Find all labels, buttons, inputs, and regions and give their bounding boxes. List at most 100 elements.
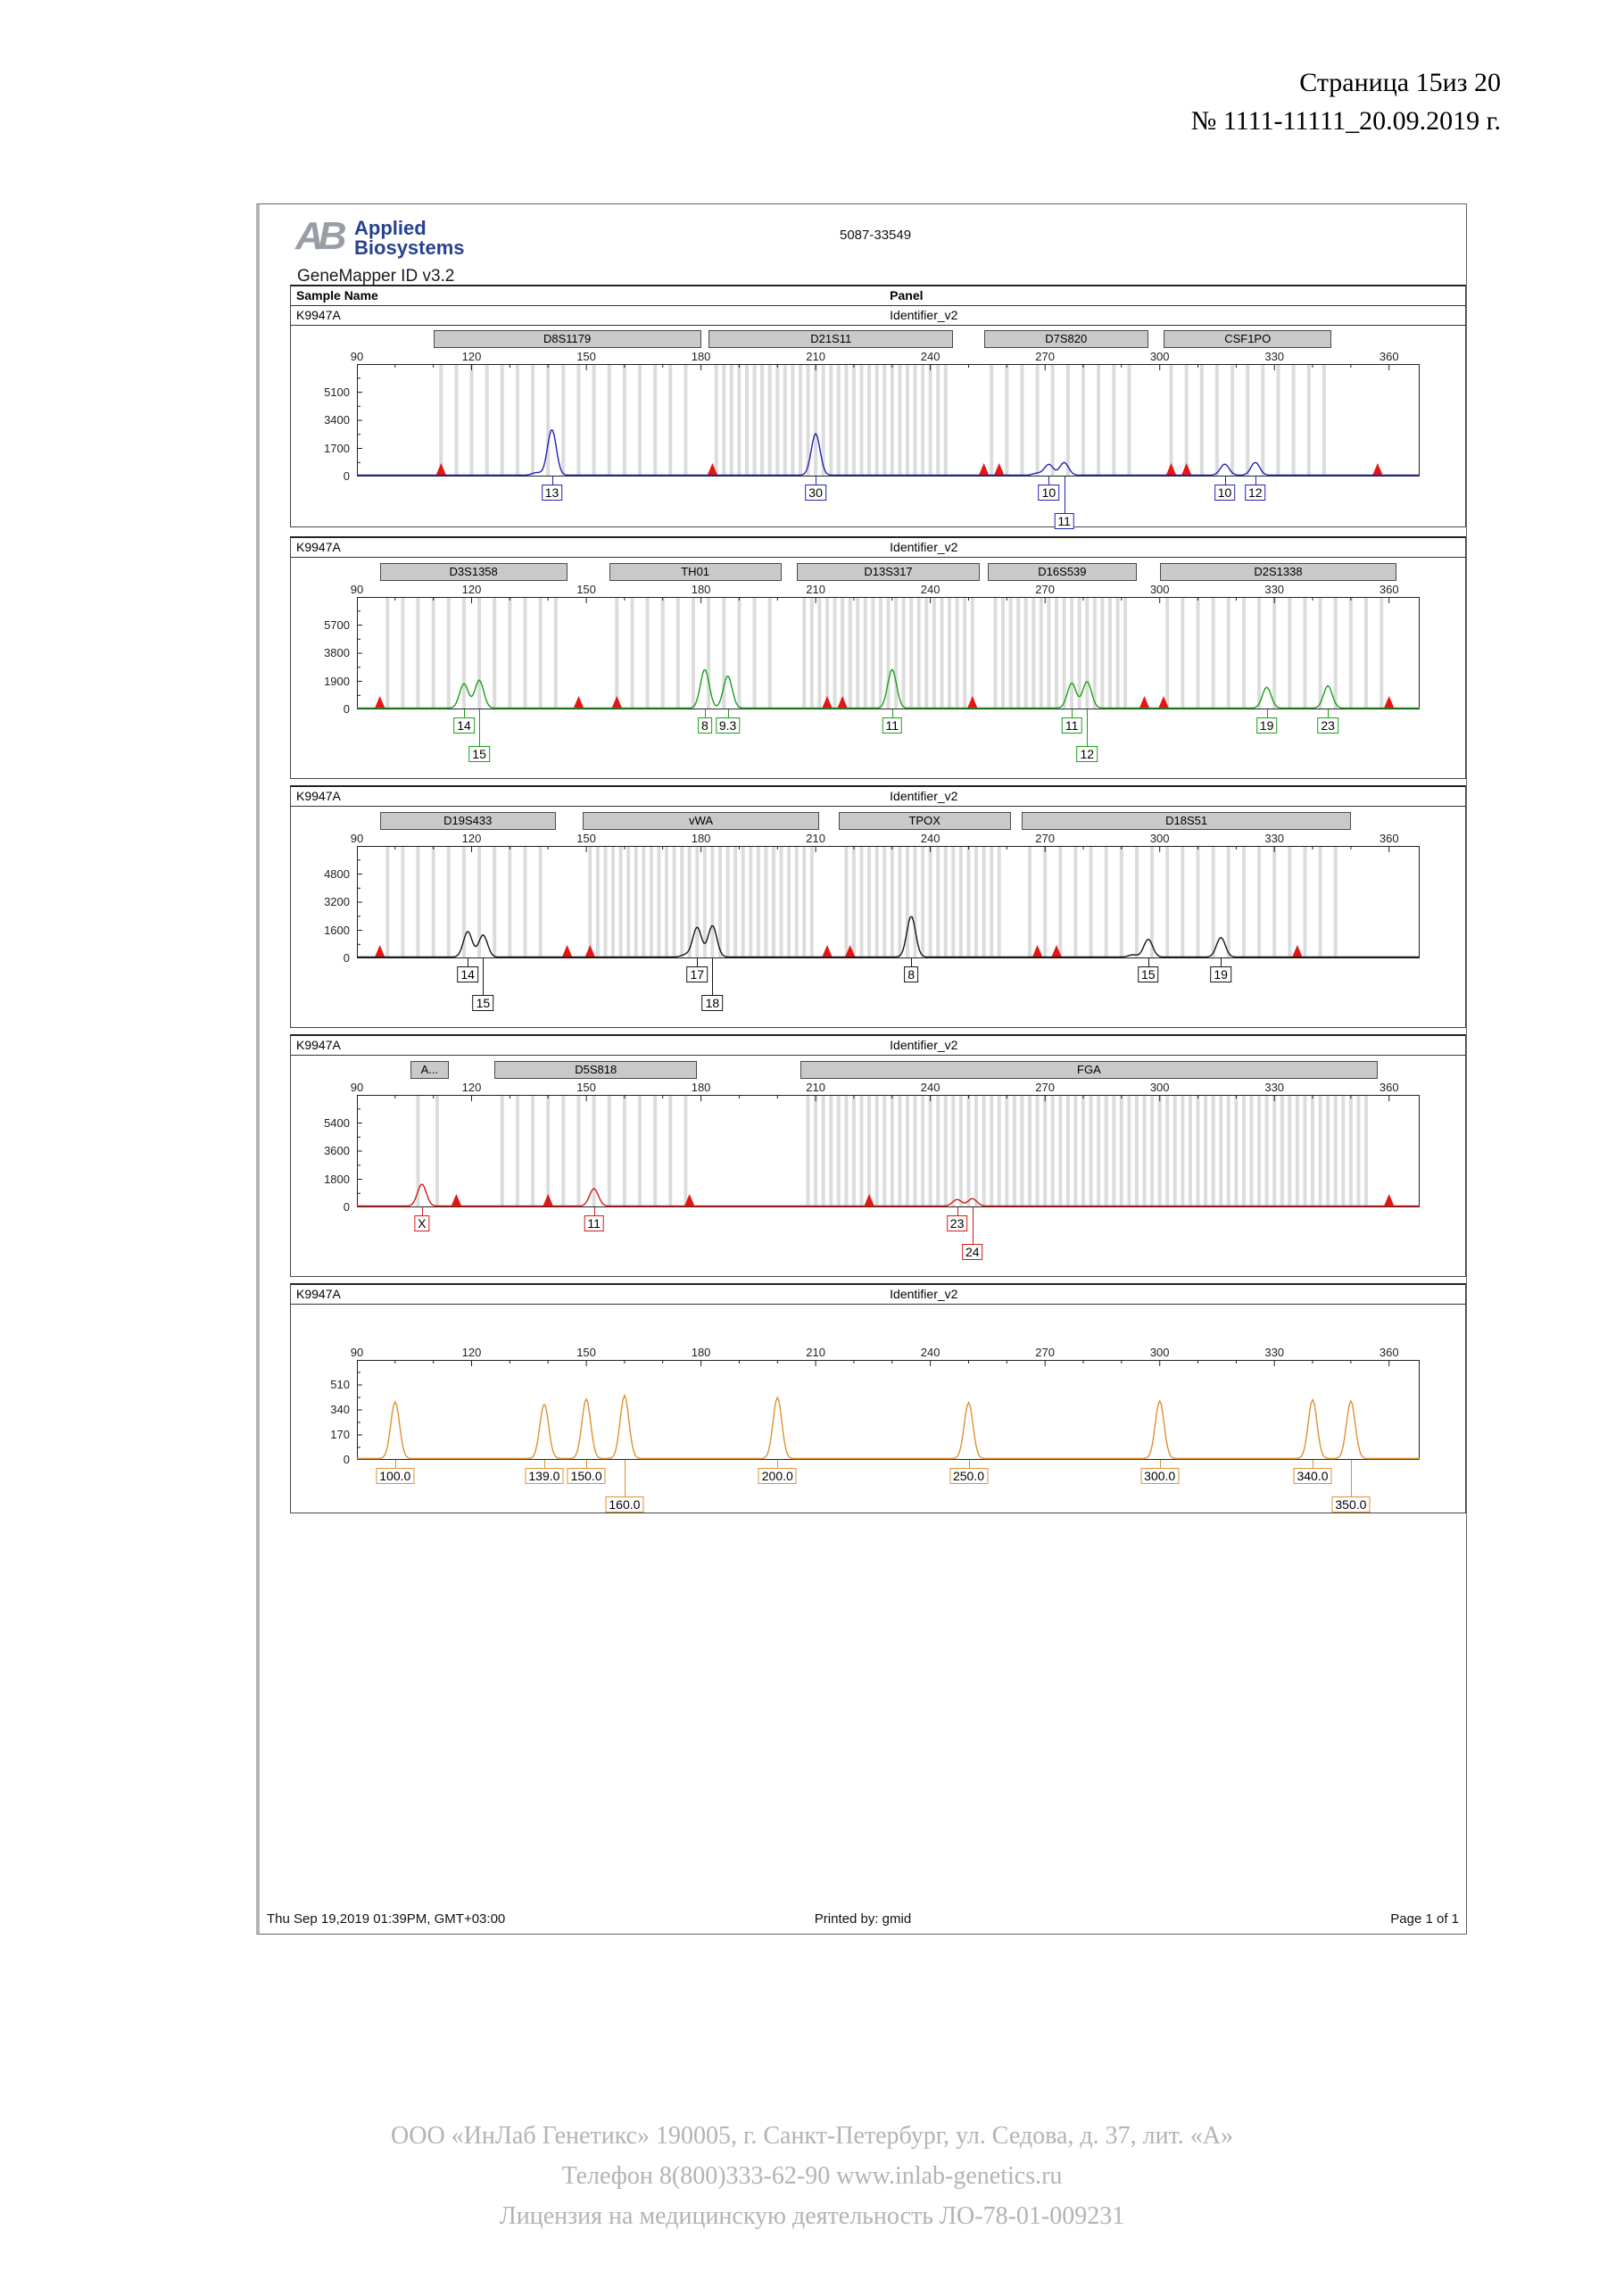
axis-tick-label: 120 [461,583,482,596]
allele-callout-line [968,1460,970,1468]
axis-tick-label: 180 [691,832,711,845]
allele-label: 30 [805,485,826,501]
rfu-tick-label: 0 [343,469,350,483]
axis-tick-label: 270 [1035,1081,1055,1094]
allele-label: 139.0 [525,1468,564,1484]
allele-label: 340.0 [1293,1468,1332,1484]
marker-bins-row: A... D5S818 FGA [357,1061,1420,1081]
marker-bar-csf1po: CSF1PO [1163,330,1332,348]
sample-name-value: K9947A [296,308,341,322]
electropherogram-panel-2: K9947A Identifier_v2 D3S1358 TH01 D13S317 D1… [290,536,1466,779]
allele-callout-line [551,477,553,485]
print-timestamp: Thu Sep 19,2019 01:39PM, GMT+03:00 [267,1911,506,1927]
app-title: GeneMapper ID v3.2 [297,267,455,286]
allele-callout-line [483,958,485,995]
ab-logo-icon: AB [295,214,347,258]
allele-callout-line [1072,709,1073,717]
allele-label: 11 [1061,717,1082,734]
allele-label: 150.0 [567,1468,606,1484]
allele-callout-line [1328,709,1330,717]
panel-value: Identifier_v2 [890,1287,958,1301]
rfu-tick-label: 5100 [324,385,350,399]
panel-value: Identifier_v2 [890,1038,958,1052]
allele-label: 250.0 [949,1468,989,1484]
axis-tick-label: 360 [1379,583,1399,596]
electropherogram-panels: Sample Name Panel K9947A Identifier_v2 D8… [290,204,1466,1934]
rfu-tick-label: 4800 [324,866,350,881]
panel-column-headers: Sample Name Panel [291,286,1465,306]
rfu-tick-label: 1700 [324,441,350,455]
sample-name-value: K9947A [296,1287,341,1301]
electropherogram-panel-4: K9947A Identifier_v2 A... D5S818 FGA 90 120 15… [290,1034,1466,1277]
sample-row: K9947A Identifier_v2 [291,306,1465,326]
allele-labels-row: 13 30 10 11 10 12 [357,477,1420,529]
axis-tick-label: 120 [461,1081,482,1094]
axis-tick-label: 240 [920,1346,940,1359]
allele-label: 23 [1317,717,1338,734]
rfu-tick-label: 3400 [324,413,350,427]
axis-tick-label: 180 [691,583,711,596]
marker-bar-d5s818: D5S818 [494,1061,698,1079]
axis-tick-label: 120 [461,1346,482,1359]
allele-callout-line [777,1460,779,1468]
rfu-tick-label: 5700 [324,618,350,632]
axis-tick-label: 360 [1379,350,1399,363]
axis-tick-label: 90 [350,1081,364,1094]
marker-bar-d3s1358: D3S1358 [379,563,568,581]
allele-label: 19 [1255,717,1278,734]
applied-biosystems-logo: AB Applied Biosystems [295,214,465,259]
allele-label: 14 [453,717,475,734]
rfu-tick-label: 0 [343,1453,350,1466]
allele-callout-line [479,709,481,746]
size-axis-labels: 90 120 150 180 210 240 270 300 330 360 [351,1346,1420,1360]
marker-bar-th01: TH01 [609,563,782,581]
panel-value: Identifier_v2 [890,789,958,803]
page-number-line: Страница 15из 20 [1299,68,1501,97]
axis-tick-label: 300 [1149,583,1170,596]
company-address: ООО «ИнЛаб Генетикс» 190005, г. Санкт-Пе… [391,2122,1233,2150]
size-axis-labels: 90 120 150 180 210 240 270 300 330 360 [351,832,1420,846]
axis-tick-label: 180 [691,1081,711,1094]
allele-callout-line [697,958,699,966]
allele-callout-line [1221,958,1222,966]
trace-plot [357,364,1420,477]
allele-callout-line [911,958,913,966]
sample-row: K9947A Identifier_v2 [291,787,1465,807]
allele-label: 15 [468,746,490,762]
axis-tick-label: 240 [920,350,940,363]
allele-label: 300.0 [1140,1468,1180,1484]
marker-bins-row: D8S1179 D21S11 D7S820 CSF1PO [357,330,1420,350]
allele-label: 19 [1210,966,1231,982]
allele-label: 8 [697,717,712,734]
allele-label: X [414,1215,430,1231]
allele-callout-line [1255,477,1256,485]
panel-value: Identifier_v2 [890,540,958,554]
allele-labels-row: 14 15 8 9.3 11 11 12 19 23 [357,709,1420,781]
logo-wordmark: Applied Biosystems [354,217,465,259]
allele-callout-line [727,709,729,717]
company-phone: Телефон 8(800)333-62-90 www.inlab-geneti… [561,2161,1063,2190]
document-number-line: № 1111-11111_20.09.2019 г. [1190,105,1501,136]
allele-label: 12 [1076,746,1098,762]
marker-bar-d21s11: D21S11 [708,330,954,348]
sample-row: K9947A Identifier_v2 [291,1036,1465,1056]
allele-label: 11 [584,1215,604,1231]
allele-label: 15 [1138,966,1159,982]
axis-tick-label: 150 [576,583,596,596]
allele-label: 15 [472,995,494,1011]
allele-label: 12 [1245,485,1266,501]
axis-tick-label: 330 [1264,583,1285,596]
allele-label: 13 [541,485,563,501]
marker-bar-d8s1179: D8S1179 [433,330,701,348]
sample-name-header: Sample Name [296,288,378,303]
allele-label: 23 [946,1215,968,1231]
marker-bins-row: D3S1358 TH01 D13S317 D16S539 D2S1338 [357,563,1420,583]
allele-callout-line [1087,709,1089,746]
allele-labels-row: 14 15 17 18 8 15 19 [357,958,1420,1030]
axis-tick-label: 360 [1379,1081,1399,1094]
document-page-header: Страница 15из 20 № 1111-11111_20.09.2019… [1191,64,1501,140]
marker-bar-d2s1338: D2S1338 [1159,563,1397,581]
electropherogram-panel-3: K9947A Identifier_v2 D19S433 vWA TPOX D18S51… [290,785,1466,1028]
allele-callout-line [1224,477,1226,485]
allele-callout-line [543,1460,545,1468]
